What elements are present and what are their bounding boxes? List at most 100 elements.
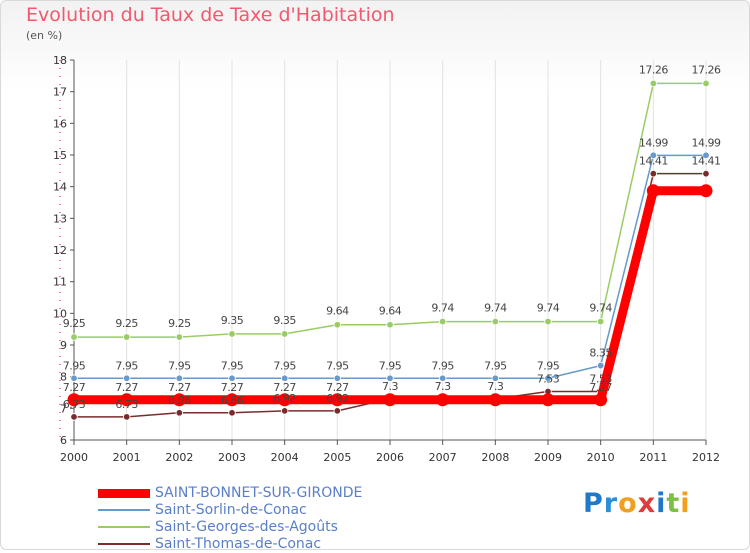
x-tick-label: 2012: [692, 451, 720, 464]
data-label: 7.95: [168, 359, 191, 372]
data-point: [120, 393, 134, 407]
data-point: [70, 413, 78, 421]
data-label: 9.74: [484, 302, 507, 315]
data-label: 7.95: [537, 359, 560, 372]
logo-letter: x: [637, 488, 657, 519]
data-label: 7.53: [589, 373, 612, 386]
legend-label: Saint-Sorlin-de-Conac: [155, 502, 307, 518]
logo-letter: P: [583, 488, 604, 519]
data-point: [594, 393, 608, 407]
data-label: 6.92: [326, 392, 349, 405]
data-label: 7.27: [63, 381, 86, 394]
data-label: 14.99: [692, 136, 721, 149]
data-label: 6.86: [221, 394, 244, 407]
y-tick-label: 9: [60, 339, 67, 352]
data-point: [596, 361, 605, 370]
data-label: 9.74: [537, 302, 560, 315]
data-point: [491, 374, 500, 382]
data-point: [438, 317, 447, 326]
data-label: 6.86: [168, 394, 191, 407]
data-point: [122, 374, 131, 382]
legend-swatch: [98, 526, 150, 528]
legend-label: Saint-Georges-des-Agoûts: [155, 519, 338, 535]
y-tick-label: 11: [53, 276, 67, 289]
data-label: 8.35: [589, 347, 612, 360]
data-label: 14.41: [692, 155, 721, 168]
data-point: [122, 333, 131, 341]
data-point: [228, 409, 236, 417]
data-label: 9.25: [168, 317, 191, 330]
data-label: 7.95: [273, 359, 296, 372]
data-label: 7.95: [484, 359, 507, 372]
data-point: [649, 151, 658, 160]
legend-swatch: [98, 543, 150, 545]
x-tick-label: 2005: [323, 451, 351, 464]
data-label: 9.25: [115, 317, 138, 330]
data-label: 7.95: [115, 359, 138, 372]
x-tick-label: 2003: [218, 451, 246, 464]
data-point: [228, 374, 236, 382]
data-point: [649, 79, 658, 88]
data-label: 7.27: [273, 381, 296, 394]
x-tick-label: 2001: [113, 451, 141, 464]
data-point: [702, 79, 710, 88]
x-tick-label: 2004: [271, 451, 299, 464]
data-point: [386, 321, 394, 329]
data-label: 7.27: [589, 381, 612, 394]
logo-letter: i: [680, 488, 691, 519]
data-point: [541, 393, 555, 407]
data-point: [280, 330, 289, 338]
legend-label: SAINT-BONNET-SUR-GIRONDE: [155, 485, 363, 501]
legend-label: Saint-Thomas-de-Conac: [155, 536, 322, 552]
data-point: [699, 184, 713, 198]
x-tick-label: 2008: [481, 451, 509, 464]
legend-swatch: [98, 509, 150, 511]
data-point: [280, 407, 289, 415]
data-label: 7.53: [537, 373, 560, 386]
y-tick-label: 6: [60, 434, 67, 447]
data-label: 6.92: [273, 392, 296, 405]
logo-letter: r: [603, 488, 619, 519]
y-tick-label: 17: [53, 86, 67, 99]
y-tick-label: 13: [53, 212, 67, 225]
data-point: [333, 321, 342, 329]
proxiti-logo: Proxiti: [583, 488, 691, 519]
data-label: 6.73: [63, 398, 86, 411]
data-point: [70, 374, 78, 382]
data-label: 14.41: [639, 155, 668, 168]
data-label: 6.73: [115, 398, 138, 411]
data-point: [436, 393, 450, 407]
data-label: 9.64: [326, 305, 349, 318]
data-label: 9.35: [221, 314, 244, 327]
x-tick-label: 2010: [587, 451, 615, 464]
x-tick-label: 2009: [534, 451, 562, 464]
data-label: 7.3: [382, 380, 398, 393]
data-label: 7.95: [431, 359, 454, 372]
y-tick-label: 14: [53, 181, 67, 194]
data-point: [228, 330, 236, 338]
y-tick-label: 12: [53, 244, 67, 257]
data-label: 7.3: [435, 380, 451, 393]
y-tick-label: 18: [53, 54, 67, 67]
data-label: 7.27: [115, 381, 138, 394]
data-point: [122, 413, 131, 421]
data-point: [333, 374, 342, 382]
data-point: [383, 393, 397, 407]
data-label: 9.64: [379, 305, 402, 318]
data-label: 14.99: [639, 136, 668, 149]
logo-letter: i: [656, 488, 667, 519]
x-tick-label: 2007: [429, 451, 457, 464]
data-point: [280, 374, 289, 382]
data-label: 7.27: [168, 381, 191, 394]
data-label: 7.27: [326, 381, 349, 394]
data-label: 17.26: [639, 63, 668, 76]
data-point: [225, 393, 239, 407]
chart-subtitle: (en %): [26, 29, 63, 42]
data-label: 17.26: [692, 63, 721, 76]
x-tick-label: 2006: [376, 451, 404, 464]
data-label: 7.95: [221, 359, 244, 372]
data-point: [649, 169, 658, 178]
data-point: [702, 151, 710, 160]
